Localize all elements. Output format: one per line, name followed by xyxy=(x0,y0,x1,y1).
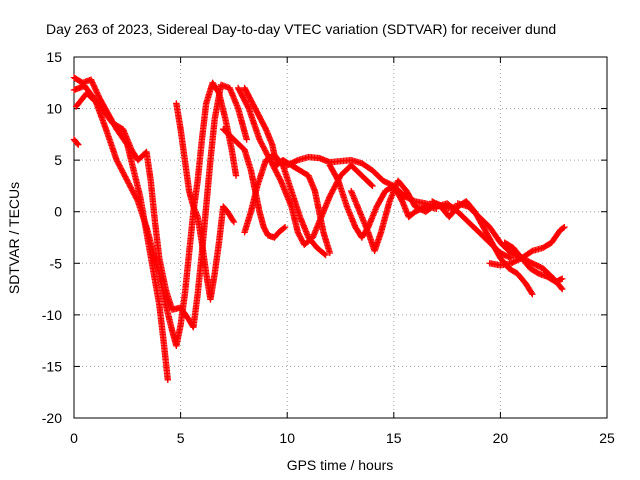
series-track-i xyxy=(234,84,376,248)
data-point xyxy=(326,249,334,257)
y-axis-label: SDTVAR / TECUs xyxy=(6,182,22,294)
data-point xyxy=(528,289,535,297)
data-point xyxy=(93,89,101,96)
data-point xyxy=(280,224,288,232)
data-point xyxy=(164,376,172,384)
series-track-n xyxy=(454,200,566,293)
data-point xyxy=(94,90,101,98)
axis-ticks: 0 5 10 15 20 25 -20 -15 -10 -5 0 5 10 15 xyxy=(42,49,615,446)
data-point xyxy=(95,92,102,99)
y-tick-label: 10 xyxy=(46,101,62,117)
data-point xyxy=(88,77,95,85)
data-point xyxy=(87,76,95,83)
data-point xyxy=(559,275,566,282)
y-tick-label: -10 xyxy=(42,307,62,323)
data-point xyxy=(244,103,252,111)
x-axis-label: GPS time / hours xyxy=(287,457,394,473)
series-track-e xyxy=(70,136,82,148)
series-track-m xyxy=(428,198,536,298)
series-track-d xyxy=(173,100,238,303)
data-points xyxy=(70,74,568,384)
data-point xyxy=(559,285,566,293)
x-tick-label: 5 xyxy=(177,430,185,446)
data-point xyxy=(91,83,98,91)
data-point xyxy=(75,141,82,148)
data-point xyxy=(74,140,81,147)
x-tick-label: 20 xyxy=(493,430,509,446)
data-point xyxy=(334,176,341,183)
data-point xyxy=(89,80,97,88)
y-tick-label: 0 xyxy=(54,204,62,220)
y-tick-label: 5 xyxy=(54,152,62,168)
x-tick-label: 15 xyxy=(386,430,402,446)
y-tick-label: 15 xyxy=(46,49,62,65)
series-track-f xyxy=(241,84,334,257)
data-point xyxy=(91,85,99,92)
chart-title: Day 263 of 2023, Sidereal Day-to-day VTE… xyxy=(46,21,556,37)
data-point xyxy=(229,217,237,224)
data-point xyxy=(368,181,375,189)
data-point xyxy=(322,251,329,259)
series-track-h xyxy=(241,151,329,259)
x-tick-label: 10 xyxy=(279,430,295,446)
plot-frame xyxy=(73,56,608,419)
data-point xyxy=(529,291,536,298)
data-point xyxy=(561,223,568,231)
data-point xyxy=(243,136,250,143)
data-point xyxy=(276,176,284,183)
x-tick-label: 25 xyxy=(599,430,615,446)
data-point xyxy=(232,172,240,179)
x-tick-label: 0 xyxy=(70,430,78,446)
data-point xyxy=(560,224,567,232)
y-tick-label: -15 xyxy=(42,358,62,374)
data-point xyxy=(281,223,289,231)
data-point xyxy=(93,87,100,95)
data-point xyxy=(369,182,376,190)
data-point xyxy=(90,82,97,89)
y-tick-label: -5 xyxy=(50,255,63,271)
y-tick-label: -20 xyxy=(42,410,62,426)
data-point xyxy=(230,218,238,226)
data-point xyxy=(558,284,565,292)
data-point xyxy=(89,79,96,86)
data-point xyxy=(321,250,328,258)
series-track-p xyxy=(501,239,566,286)
data-point xyxy=(134,196,141,204)
series-track-l xyxy=(347,177,461,255)
data-point xyxy=(92,86,99,93)
